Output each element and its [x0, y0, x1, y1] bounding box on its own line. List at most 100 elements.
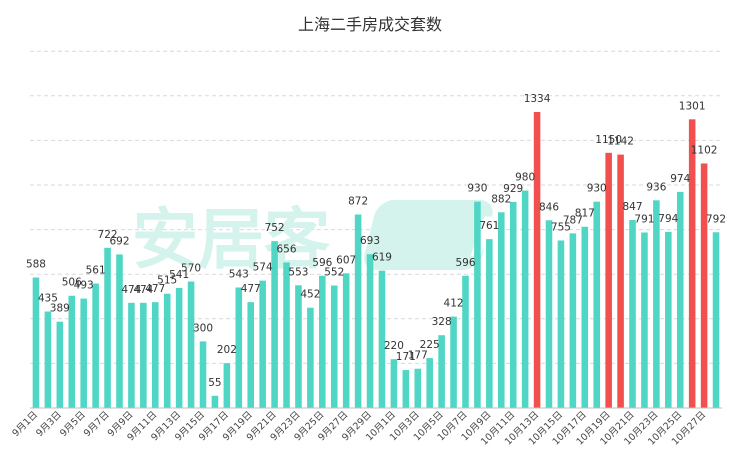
bar [247, 302, 255, 408]
bar [509, 201, 517, 408]
bar [56, 321, 64, 408]
data-label: 1142 [607, 136, 634, 148]
bar [665, 231, 672, 408]
data-label: 761 [479, 220, 499, 232]
bar [605, 152, 612, 408]
data-label: 412 [444, 298, 464, 310]
data-label: 588 [26, 259, 46, 271]
data-label: 619 [372, 252, 392, 264]
data-label: 755 [551, 221, 571, 233]
bar [474, 201, 481, 408]
bar [175, 287, 183, 408]
data-label: 553 [288, 266, 308, 278]
bar [366, 254, 374, 408]
bar [676, 191, 684, 408]
data-label: 817 [575, 208, 595, 220]
data-label: 929 [503, 183, 523, 195]
data-label: 202 [217, 344, 237, 356]
bar [80, 298, 87, 408]
data-label: 752 [265, 222, 285, 234]
bars [32, 112, 720, 409]
bar [211, 395, 219, 408]
data-label: 980 [515, 172, 535, 184]
bar [92, 283, 99, 408]
bar [223, 363, 231, 408]
data-label: 974 [670, 173, 690, 185]
bar [32, 277, 40, 408]
data-label: 930 [467, 183, 487, 195]
bar [44, 311, 52, 408]
chart-title: 上海二手房成交套数 [298, 15, 442, 34]
data-label: 872 [348, 196, 368, 208]
x-tick-label: 9月1日 [10, 409, 40, 439]
data-label: 328 [432, 316, 452, 328]
data-label: 543 [229, 269, 249, 281]
data-label: 570 [181, 263, 201, 275]
data-label: 1102 [691, 144, 718, 156]
data-label: 607 [336, 254, 356, 266]
bar [199, 341, 207, 408]
data-label: 1301 [679, 100, 706, 112]
bar [259, 280, 266, 408]
bar [414, 368, 422, 408]
data-label: 452 [300, 289, 320, 301]
bar [271, 241, 278, 408]
data-label: 596 [455, 257, 475, 269]
data-label: 474 [133, 284, 153, 296]
data-label: 474 [121, 284, 141, 296]
bar [700, 163, 708, 408]
bar [140, 302, 147, 408]
bar [462, 275, 469, 408]
data-label: 794 [658, 213, 678, 225]
x-tick-label: 9月3日 [34, 409, 64, 439]
bar [295, 285, 302, 408]
bar [569, 233, 577, 408]
data-label: 1150 [595, 134, 622, 146]
data-label: 1334 [524, 93, 551, 105]
bar [128, 302, 135, 408]
data-label: 930 [587, 183, 607, 195]
watermark-text: 安居客 [132, 201, 330, 278]
data-label: 791 [634, 213, 654, 225]
bar [235, 287, 243, 408]
data-label: 541 [169, 269, 189, 281]
bar [712, 232, 720, 408]
x-tick-labels: 9月1日9月3日9月5日9月7日9月9日9月11日9月13日9月15日9月17日… [10, 409, 708, 447]
data-labels: 5884353895064935617226924744744775155415… [26, 93, 726, 389]
bar [533, 112, 541, 408]
bar [557, 240, 565, 408]
bar [151, 302, 159, 408]
data-label: 847 [622, 201, 642, 213]
bar [330, 285, 338, 408]
data-label: 552 [324, 267, 344, 279]
bar [545, 220, 553, 408]
data-label: 596 [312, 257, 332, 269]
data-label: 177 [408, 350, 428, 362]
bar [104, 247, 111, 408]
bar [641, 232, 648, 408]
bar [342, 273, 350, 408]
bar [486, 239, 493, 408]
bar [497, 212, 505, 408]
data-label: 171 [396, 351, 416, 363]
bar [402, 370, 410, 408]
bar [354, 214, 362, 408]
data-label: 220 [384, 340, 404, 352]
bar [187, 281, 195, 408]
data-label: 477 [145, 283, 165, 295]
data-label: 300 [193, 322, 213, 334]
data-label: 225 [420, 339, 440, 351]
data-label: 561 [86, 265, 106, 277]
data-label: 936 [646, 181, 666, 193]
data-label: 477 [241, 283, 261, 295]
bar [581, 226, 589, 408]
data-label: 55 [208, 377, 221, 389]
data-label: 656 [276, 243, 296, 255]
bar [593, 201, 601, 408]
data-label: 792 [706, 213, 726, 225]
data-label: 722 [98, 229, 118, 241]
bar [653, 200, 660, 408]
data-label: 882 [491, 193, 511, 205]
